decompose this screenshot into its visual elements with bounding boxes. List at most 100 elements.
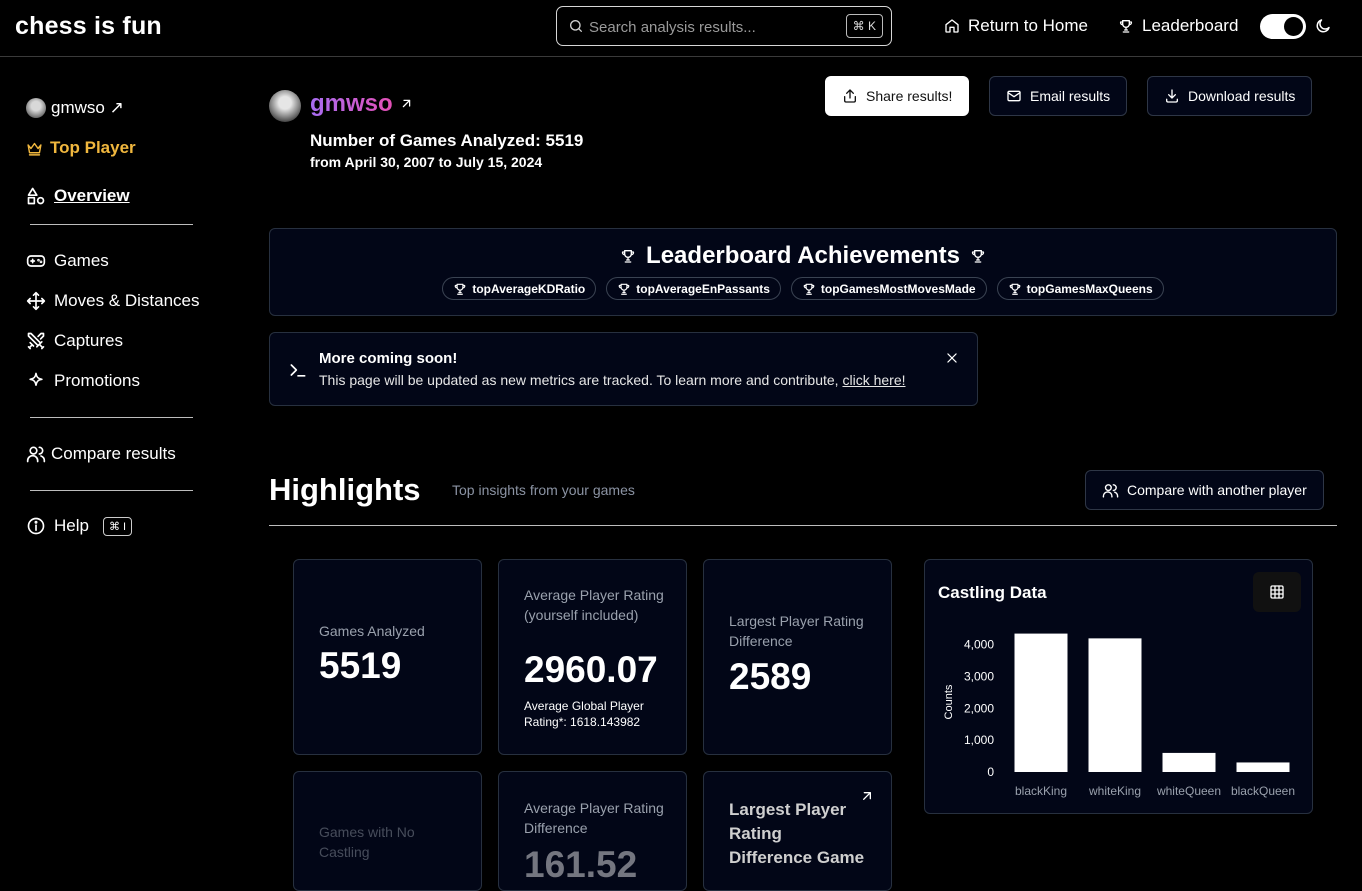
- email-button[interactable]: Email results: [989, 76, 1128, 116]
- highlights-divider: [269, 525, 1337, 526]
- terminal-icon: [288, 360, 308, 380]
- bar: [1162, 752, 1216, 772]
- external-link-icon[interactable]: [859, 788, 875, 804]
- contribute-link[interactable]: click here!: [842, 372, 906, 388]
- stat-label: Average Player Rating Difference: [524, 800, 664, 836]
- sidebar-item-label: Captures: [54, 331, 123, 350]
- help-shortcut: ⌘ I: [102, 516, 133, 536]
- share-label: Share results!: [866, 88, 953, 104]
- top-bar: chess is fun ⌘ K Return to Home Leaderbo…: [0, 0, 1362, 57]
- brand-logo[interactable]: chess is fun: [15, 12, 162, 40]
- bar: [1014, 633, 1068, 772]
- y-axis-label: Counts: [943, 684, 955, 719]
- sidebar-item-help[interactable]: Help ⌘ I: [26, 516, 133, 536]
- sidebar-item-overview[interactable]: Overview: [26, 186, 130, 206]
- stat-card-average-rating: Average Player Rating (yourself included…: [498, 559, 687, 755]
- sidebar-item-label: Help: [54, 516, 89, 535]
- y-tick-label: 1,000: [964, 733, 994, 747]
- sidebar-item-label: Games: [54, 251, 109, 270]
- achievement-badge[interactable]: topGamesMaxQueens: [996, 277, 1164, 300]
- stat-card-no-castling: Games with No Castling: [293, 771, 482, 891]
- alert-body-text: This page will be updated as new metrics…: [319, 372, 843, 388]
- leaderboard-achievements-card: Leaderboard Achievements topAverageKDRat…: [269, 228, 1337, 316]
- sidebar-divider: [30, 490, 193, 491]
- sidebar-item-compare[interactable]: Compare results: [26, 444, 176, 464]
- achievement-badge[interactable]: topGamesMostMovesMade: [790, 277, 987, 300]
- search-input[interactable]: [589, 16, 839, 38]
- sidebar-item-moves[interactable]: Moves & Distances: [26, 291, 200, 311]
- email-label: Email results: [1030, 88, 1111, 104]
- close-icon[interactable]: [945, 351, 959, 365]
- player-name[interactable]: gmwso: [310, 90, 393, 117]
- sidebar-divider: [30, 224, 193, 225]
- castling-bar-chart: Counts 0 1,000 2,000 3,000 4,000 blackKing whit…: [943, 633, 1295, 798]
- stat-label: Games Analyzed: [319, 623, 425, 639]
- shapes-icon: [26, 186, 46, 206]
- moon-icon: [1314, 17, 1332, 35]
- stat-value: 5519: [319, 645, 402, 686]
- sidebar-item-label: Moves & Distances: [54, 291, 200, 310]
- bar: [1088, 638, 1142, 772]
- games-analyzed-heading: Number of Games Analyzed: 5519: [310, 131, 584, 150]
- x-tick-label: blackQueen: [1231, 784, 1295, 798]
- stat-value: 161.52: [524, 844, 638, 885]
- stat-card-largest-difference-game[interactable]: Largest Player Rating Difference Game: [703, 771, 892, 891]
- sidebar-item-label: Overview: [54, 186, 130, 205]
- search-icon: [568, 18, 584, 34]
- sidebar-user[interactable]: gmwso ↗: [26, 98, 124, 118]
- download-icon: [1164, 88, 1180, 104]
- external-link-icon[interactable]: [399, 96, 414, 111]
- top-player-label: Top Player: [50, 138, 136, 157]
- highlights-title: Highlights: [269, 472, 421, 507]
- bar: [1236, 762, 1290, 772]
- top-player-badge: Top Player: [26, 138, 136, 158]
- alert-title: More coming soon!: [319, 350, 458, 367]
- achievement-label: topAverageKDRatio: [472, 281, 586, 296]
- trophy-icon: [620, 248, 636, 264]
- stat-card-games-analyzed: Games Analyzed 5519: [293, 559, 482, 755]
- download-label: Download results: [1188, 88, 1296, 104]
- stat-card-average-difference: Average Player Rating Difference 161.52: [498, 771, 687, 891]
- stat-label: Largest Player Rating Difference: [729, 613, 864, 649]
- return-home-label: Return to Home: [968, 16, 1088, 35]
- x-tick-label: blackKing: [1015, 784, 1067, 798]
- trophy-icon: [1008, 282, 1022, 296]
- compare-player-button[interactable]: Compare with another player: [1085, 470, 1324, 510]
- sidebar-item-promotions[interactable]: Promotions: [26, 371, 140, 391]
- sidebar-item-label: Compare results: [51, 444, 176, 463]
- share-button[interactable]: Share results!: [825, 76, 970, 116]
- sidebar-item-captures[interactable]: Captures: [26, 331, 123, 351]
- achievement-label: topGamesMostMovesMade: [820, 281, 976, 296]
- y-tick-label: 0: [987, 765, 994, 779]
- return-home-link[interactable]: Return to Home: [944, 16, 1088, 36]
- trophy-icon: [970, 248, 986, 264]
- info-icon: [26, 516, 46, 536]
- theme-toggle[interactable]: [1260, 14, 1306, 39]
- compare-player-label: Compare with another player: [1127, 482, 1307, 498]
- castling-chart-card: Castling Data Counts 0 1,000 2,000 3,000 4,00…: [924, 559, 1313, 814]
- achievement-badge[interactable]: topAverageKDRatio: [442, 277, 597, 300]
- y-tick-label: 4,000: [964, 638, 994, 652]
- table-view-button[interactable]: [1253, 572, 1301, 612]
- achievement-badge[interactable]: topAverageEnPassants: [606, 277, 781, 300]
- search-box[interactable]: ⌘ K: [556, 6, 892, 46]
- y-tick-label: 2,000: [964, 701, 994, 715]
- users-icon: [26, 444, 46, 464]
- chart-title: Castling Data: [938, 583, 1047, 602]
- leaderboard-link[interactable]: Leaderboard: [1118, 16, 1238, 36]
- stat-card-largest-difference: Largest Player Rating Difference 2589: [703, 559, 892, 755]
- gamepad-icon: [26, 251, 46, 271]
- move-icon: [26, 291, 46, 311]
- sparkle-icon: [26, 371, 46, 391]
- table-icon: [1253, 584, 1301, 600]
- stat-label: Games with No Castling: [319, 824, 415, 860]
- sidebar-divider: [30, 417, 193, 418]
- sidebar-user-name: gmwso ↗: [51, 98, 124, 117]
- users-icon: [1102, 482, 1119, 499]
- swords-icon: [26, 331, 46, 351]
- download-button[interactable]: Download results: [1147, 76, 1313, 116]
- leaderboard-label: Leaderboard: [1142, 16, 1239, 35]
- stat-value: 2589: [729, 656, 812, 697]
- x-tick-label: whiteKing: [1088, 784, 1141, 798]
- sidebar-item-games[interactable]: Games: [26, 251, 109, 271]
